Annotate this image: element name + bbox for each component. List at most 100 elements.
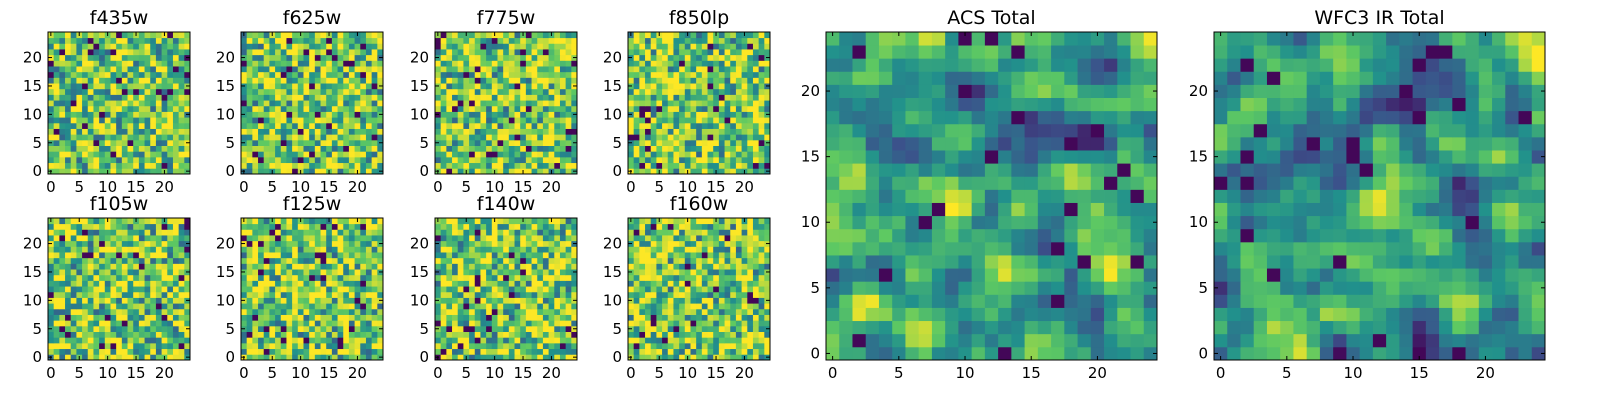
pixel [104, 223, 111, 230]
pixel [679, 60, 686, 67]
pixel [280, 37, 287, 44]
pixel [320, 257, 327, 264]
pixel [178, 354, 185, 361]
pixel [144, 162, 151, 169]
pixel [241, 100, 248, 107]
pixel [525, 263, 532, 270]
pixel [150, 77, 157, 84]
pixel [463, 83, 470, 90]
pixel [104, 246, 111, 253]
pixel [559, 71, 567, 78]
pixel [667, 168, 674, 175]
pixel [514, 303, 521, 310]
pixel [348, 314, 355, 321]
pixel [656, 66, 663, 73]
pixel [457, 105, 464, 112]
pixel [571, 263, 578, 270]
pixel [246, 280, 253, 287]
pixel [252, 94, 259, 101]
pixel [718, 100, 725, 107]
pixel [713, 162, 720, 169]
pixel [752, 134, 760, 141]
pixel [764, 286, 771, 293]
pixel [280, 291, 287, 298]
pixel [320, 32, 327, 39]
pixel [452, 117, 459, 124]
pixel [548, 162, 555, 169]
pixel [531, 162, 538, 169]
pixel [696, 94, 703, 101]
pixel-grid-f105w [48, 218, 191, 361]
pixel [565, 117, 572, 124]
pixel [525, 145, 532, 152]
pixel [713, 308, 720, 315]
pixel [297, 71, 304, 78]
pixel [639, 314, 646, 321]
pixel [144, 280, 151, 287]
pixel [48, 223, 55, 230]
pixel [53, 117, 60, 124]
pixel [565, 49, 572, 56]
pixel [469, 54, 476, 61]
pixel [696, 348, 703, 355]
pixel [161, 88, 168, 95]
pixel [469, 308, 476, 315]
pixel [701, 156, 708, 164]
pixel [76, 134, 83, 141]
pixel [457, 286, 464, 293]
pixel [559, 314, 567, 321]
pixel [531, 32, 538, 39]
pixel [116, 111, 123, 118]
pixel [252, 162, 259, 169]
pixel [354, 156, 361, 164]
pixel [354, 122, 361, 129]
pixel [662, 274, 669, 281]
pixel [303, 32, 310, 39]
pixel [320, 145, 327, 152]
y-tick-label: 20 [23, 235, 42, 253]
pixel [645, 54, 652, 61]
pixel [121, 37, 128, 44]
pixel [87, 274, 94, 281]
pixel [377, 43, 384, 50]
pixel [548, 291, 555, 298]
pixel [59, 337, 66, 344]
pixel [326, 240, 333, 247]
pixel [343, 223, 350, 230]
pixel [667, 128, 674, 135]
pixel [138, 49, 145, 56]
pixel [354, 37, 361, 44]
pixel [320, 83, 327, 90]
pixel [144, 325, 151, 332]
pixel [275, 71, 282, 78]
pixel [503, 246, 510, 253]
pixel [138, 105, 145, 112]
pixel [565, 246, 572, 253]
pixel [178, 77, 185, 84]
pixel [639, 71, 646, 78]
pixel [309, 128, 316, 135]
pixel [537, 291, 544, 298]
pixel [446, 94, 453, 101]
pixel [667, 60, 674, 67]
pixel [121, 229, 128, 236]
pixel [764, 100, 771, 107]
pixel [87, 280, 94, 287]
pixel [275, 240, 282, 247]
pixel [758, 43, 765, 50]
pixel [690, 139, 697, 146]
pixel [110, 308, 117, 315]
pixel [365, 348, 373, 355]
pixel [65, 274, 72, 281]
pixel [252, 145, 259, 152]
pixel [275, 280, 282, 287]
pixel [155, 94, 162, 101]
pixel [752, 145, 760, 152]
pixel [548, 320, 555, 327]
pixel [463, 246, 470, 253]
pixel [548, 325, 555, 332]
pixel [269, 303, 276, 310]
pixel [246, 32, 253, 39]
pixel [161, 252, 168, 259]
pixel [628, 88, 635, 95]
